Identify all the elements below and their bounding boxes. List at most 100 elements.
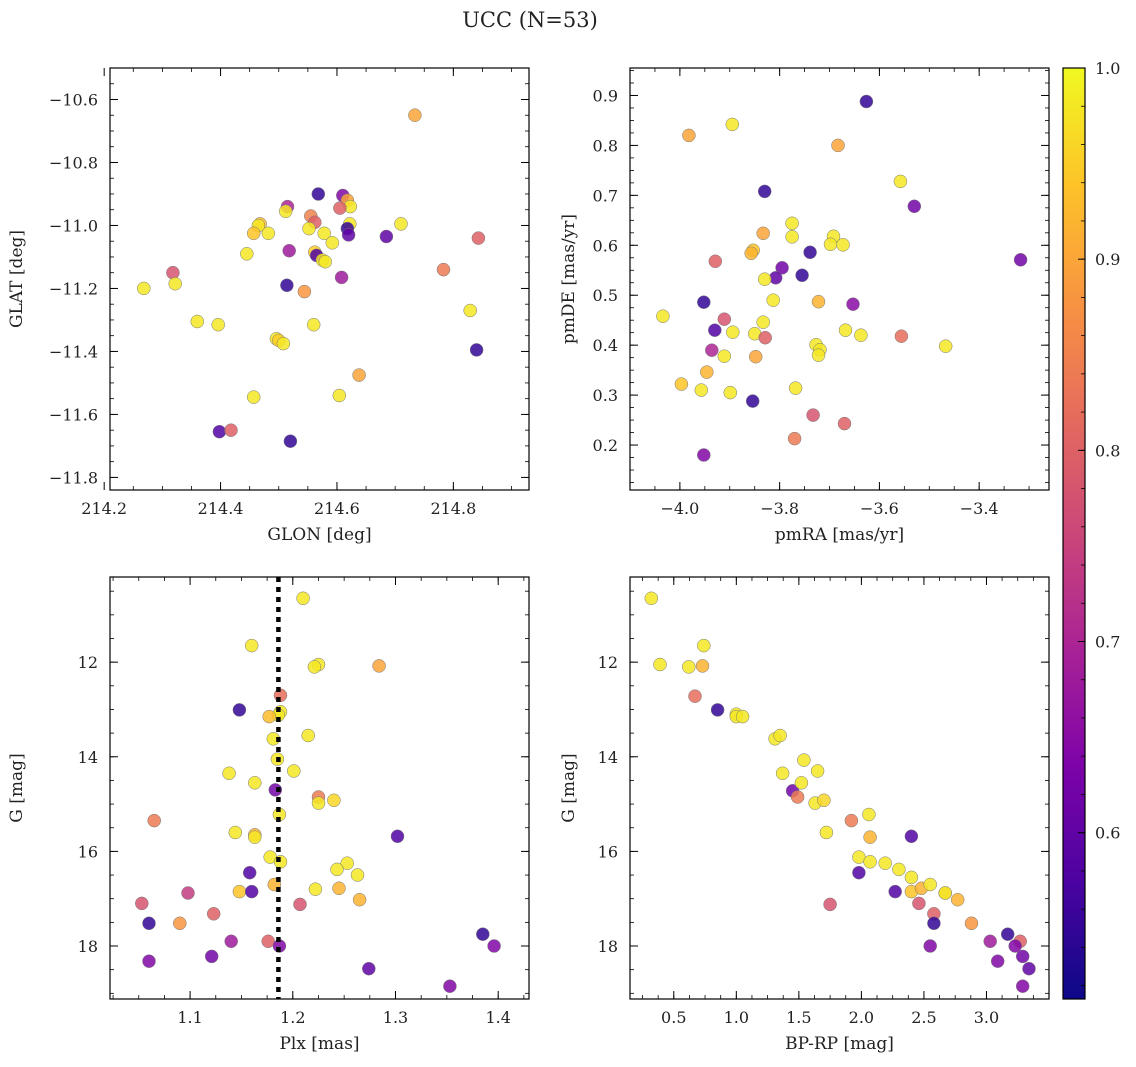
scatter-point	[487, 939, 501, 953]
scatter-point	[276, 336, 291, 351]
scatter-point	[248, 830, 262, 844]
y-tick-label: 0.4	[593, 336, 618, 355]
scatter-point	[390, 829, 405, 844]
scatter-point	[797, 753, 811, 767]
scatter-point	[224, 423, 238, 437]
colorbar-tick-label: 0.7	[1095, 633, 1120, 652]
scatter-point	[806, 408, 820, 422]
scatter-point	[894, 329, 909, 343]
panel-2: −4.0 −3.8 −3.6 −3.4 0.2 0.3 0.4 0.5 0.6 0.7 0.8 0.9…	[559, 67, 1050, 545]
scatter-point	[907, 199, 922, 214]
x-tick-label: −3.8	[760, 499, 799, 518]
scatter-point	[222, 766, 236, 781]
scatter-point	[863, 830, 877, 844]
y-tick-label: 0.2	[593, 436, 618, 455]
colorbar: 0.6 0.7 0.8 0.9 1.0	[1062, 59, 1120, 1000]
scatter-point	[471, 231, 486, 245]
y-tick-label: 18	[598, 937, 618, 956]
scatter-point	[725, 117, 740, 132]
scatter-points	[656, 94, 1028, 462]
ticks: 0.5 1.0 1.5 2.0 2.5 3.0 12 14 16 18	[598, 577, 1050, 1027]
scatter-point	[862, 807, 876, 822]
scatter-point	[785, 216, 799, 231]
scatter-point	[211, 317, 225, 332]
scatter-point	[893, 174, 908, 189]
y-tick-label: −11.0	[49, 216, 98, 235]
scatter-point	[859, 94, 874, 109]
scatter-point	[990, 954, 1005, 968]
scatter-point	[142, 916, 156, 931]
scatter-point	[983, 934, 997, 949]
scatter-point	[1015, 949, 1030, 964]
scatter-point	[923, 877, 937, 892]
scatter-point	[246, 226, 261, 241]
scatter-point	[340, 856, 354, 870]
axes-frame	[109, 576, 530, 1000]
scatter-point	[756, 315, 770, 329]
colorbar-tick-label: 0.9	[1095, 250, 1120, 269]
panel-4: 0.5 1.0 1.5 2.0 2.5 3.0 12 14 16 18 BP-RP [mag] G […	[559, 576, 1050, 1054]
scatter-point	[463, 303, 477, 318]
x-tick-label: 3.0	[974, 1008, 999, 1027]
scatter-point	[352, 368, 366, 382]
scatter-point	[878, 856, 892, 870]
scatter-point	[333, 201, 347, 215]
scatter-point	[394, 217, 408, 231]
scatter-point	[301, 728, 315, 743]
scatter-point	[938, 886, 952, 900]
scatter-point	[166, 265, 180, 280]
scatter-point	[794, 776, 809, 790]
x-tick-label: 1.5	[786, 1008, 811, 1027]
scatter-point	[682, 660, 696, 674]
scatter-point	[246, 390, 261, 404]
scatter-point	[262, 709, 276, 724]
x-tick-label: 1.3	[383, 1008, 408, 1027]
scatter-point	[838, 323, 853, 337]
scatter-point	[708, 254, 723, 269]
scatter-point	[888, 884, 902, 899]
y-tick-label: 14	[598, 748, 618, 767]
colorbar-gradient	[1062, 67, 1086, 1000]
scatter-point	[308, 882, 323, 896]
y-tick-label: 0.5	[593, 286, 618, 305]
scatter-point	[1022, 961, 1036, 976]
scatter-point	[817, 793, 831, 808]
scatter-point	[268, 783, 283, 797]
y-tick-label: −11.4	[49, 342, 98, 361]
colorbar-tick-label: 0.8	[1095, 441, 1120, 460]
scatter-point	[332, 881, 346, 896]
scatter-point	[708, 323, 722, 337]
scatter-point	[334, 270, 349, 285]
x-axis-label: pmRA [mas/yr]	[775, 525, 904, 545]
scatter-point	[823, 897, 837, 912]
scatter-point	[204, 949, 219, 964]
scatter-point	[327, 793, 341, 808]
scatter-point	[147, 813, 161, 828]
scatter-point	[892, 862, 906, 877]
scatter-point	[904, 870, 919, 885]
x-axis-label: Plx [mas]	[279, 1034, 359, 1054]
scatter-point	[823, 237, 838, 252]
scatter-point	[242, 865, 257, 880]
scatter-point	[341, 228, 356, 242]
scatter-point	[206, 907, 221, 921]
scatter-point	[705, 343, 719, 357]
x-tick-label: 1.2	[280, 1008, 305, 1027]
scatter-point	[756, 226, 770, 241]
scatter-point	[350, 868, 365, 882]
y-tick-label: −11.8	[49, 468, 98, 487]
y-tick-label: −10.8	[49, 153, 98, 172]
scatter-points	[644, 591, 1036, 993]
scatter-point	[297, 284, 312, 299]
scatter-point	[1000, 927, 1015, 941]
scatter-point	[190, 314, 205, 329]
scatter-point	[317, 226, 331, 241]
scatter-point	[950, 892, 965, 907]
scatter-point	[352, 892, 367, 907]
y-tick-label: 0.6	[593, 236, 618, 255]
x-tick-label: 1.4	[485, 1008, 510, 1027]
axes-frame	[629, 67, 1050, 491]
x-axis-label: BP-RP [mag]	[785, 1034, 894, 1054]
scatter-point	[232, 884, 247, 899]
scatter-point	[282, 243, 296, 258]
